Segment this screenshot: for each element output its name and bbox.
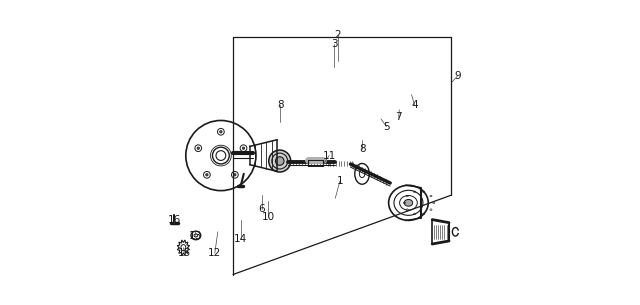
Ellipse shape [243, 147, 244, 149]
Text: 14: 14 [234, 235, 247, 244]
Text: 13: 13 [188, 231, 202, 241]
Ellipse shape [269, 150, 291, 172]
Ellipse shape [220, 131, 222, 133]
Text: 1: 1 [337, 177, 343, 186]
Text: 15: 15 [178, 248, 191, 258]
Text: 6: 6 [259, 204, 266, 214]
Ellipse shape [234, 174, 236, 176]
Ellipse shape [275, 157, 284, 165]
Text: 8: 8 [277, 100, 284, 110]
Ellipse shape [197, 147, 200, 149]
Ellipse shape [404, 199, 413, 206]
Text: 8: 8 [359, 145, 365, 154]
Text: 10: 10 [262, 212, 275, 221]
Text: 7: 7 [396, 113, 402, 122]
Ellipse shape [205, 174, 208, 176]
Text: 4: 4 [412, 100, 418, 110]
Text: 12: 12 [208, 248, 221, 258]
Text: 11: 11 [323, 151, 336, 160]
Text: 3: 3 [331, 39, 337, 49]
Text: 5: 5 [383, 122, 390, 131]
Text: 9: 9 [454, 71, 461, 81]
Text: 2: 2 [334, 30, 341, 40]
Text: 16: 16 [168, 215, 181, 224]
